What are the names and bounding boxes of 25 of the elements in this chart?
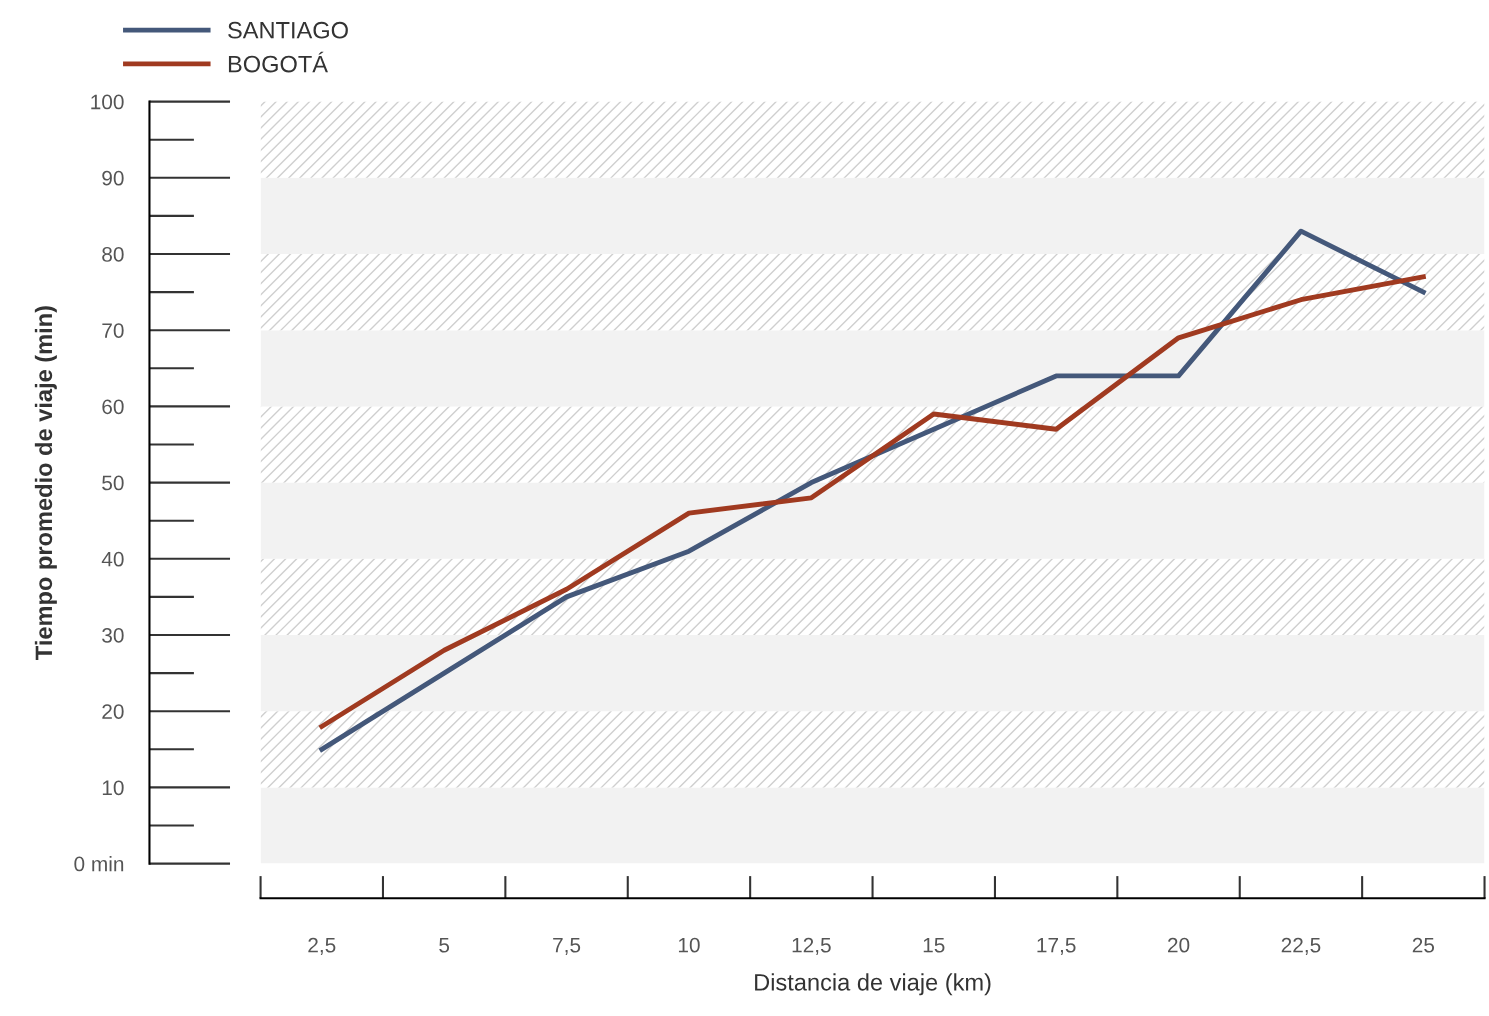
x-tick-label: 7,5 [553, 937, 581, 955]
x-tick-label: 22,5 [1281, 937, 1321, 955]
y-tick-label: 60 [102, 399, 124, 415]
x-tick-label: 20 [1168, 937, 1190, 953]
y-tick-label: 70 [102, 323, 124, 338]
y-tick-label: 90 [102, 170, 124, 186]
x-tick-label: 10 [678, 937, 700, 953]
legend-label: BOGOTÁ [228, 51, 328, 73]
legend-label: SANTIAGO [228, 21, 348, 39]
y-tick-label: 0 min [74, 856, 124, 872]
y-tick-label: 30 [102, 628, 124, 643]
y-tick-label: 40 [101, 551, 124, 567]
x-tick-label: 5 [439, 937, 450, 953]
y-tick-label: 10 [102, 780, 124, 796]
y-tick-label: 100 [91, 94, 124, 110]
x-tick-label: 25 [1412, 937, 1435, 953]
y-tick-label: 20 [102, 704, 124, 719]
x-tick-label: 15 [923, 937, 945, 953]
y-axis-title: Tiempo promedio de viaje (min) [34, 306, 57, 660]
x-tick-label: 17,5 [1037, 937, 1076, 955]
x-axis-title: Distancia de viaje (km) [755, 973, 991, 996]
y-tick-label: 50 [102, 475, 124, 491]
x-tick-label: 12,5 [792, 937, 831, 955]
y-tick-label: 80 [102, 247, 124, 262]
x-tick-label: 2,5 [308, 937, 336, 955]
